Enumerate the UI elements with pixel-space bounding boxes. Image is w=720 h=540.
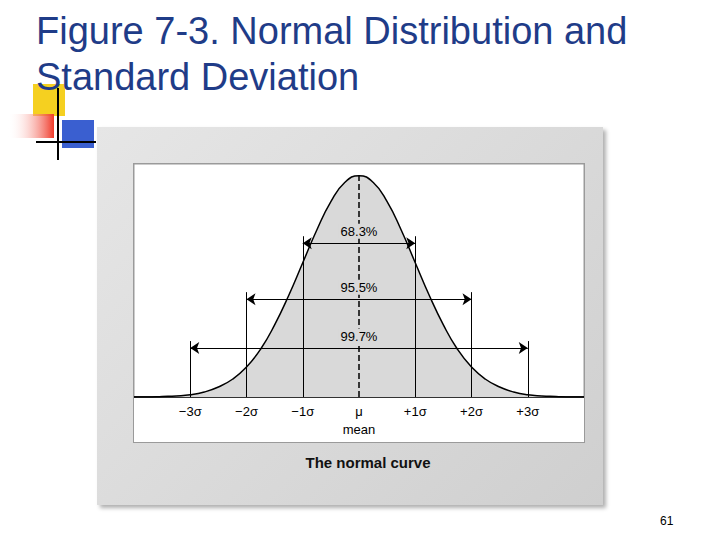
svg-text:−3σ: −3σ — [179, 404, 202, 419]
svg-text:68.3%: 68.3% — [341, 224, 378, 239]
svg-text:−2σ: −2σ — [235, 404, 258, 419]
html-text:Figure 7-3. Normal Distributio: Figure 7-3. Normal Distribution and Stan… — [36, 10, 628, 98]
svg-text:+2σ: +2σ — [460, 404, 483, 419]
svg-text:+1σ: +1σ — [404, 404, 427, 419]
svg-text:+3σ: +3σ — [516, 404, 539, 419]
svg-text:99.7%: 99.7% — [341, 329, 378, 344]
svg-text:95.5%: 95.5% — [341, 280, 378, 295]
svg-text:μ: μ — [355, 404, 363, 419]
svg-text:mean: mean — [343, 422, 376, 437]
html-text:61: 61 — [660, 514, 674, 528]
html-text:The normal curve: The normal curve — [305, 454, 431, 471]
svg-text:−1σ: −1σ — [291, 404, 314, 419]
